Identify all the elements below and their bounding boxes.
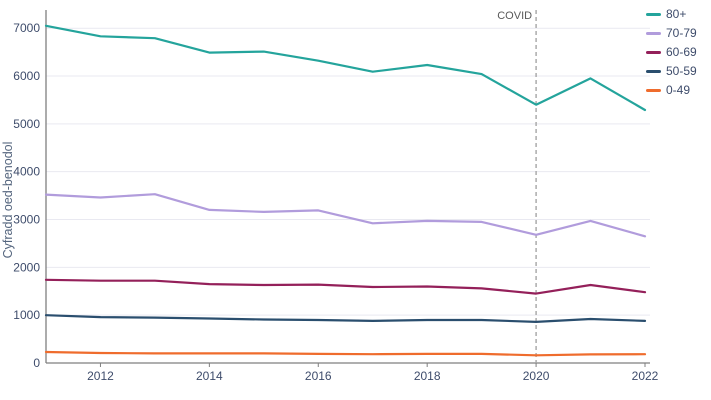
legend-label: 80+: [666, 7, 687, 21]
y-axis-title: Cyfradd oed-benodol: [1, 142, 15, 259]
legend-swatch-icon: [646, 51, 661, 54]
y-tick-label: 4000: [13, 165, 40, 179]
legend-item-0-49[interactable]: 0-49: [646, 83, 697, 98]
legend-swatch-icon: [646, 70, 661, 73]
legend-label: 60-69: [666, 45, 697, 59]
y-tick-label: 7000: [13, 21, 40, 35]
legend-item-80+[interactable]: 80+: [646, 7, 697, 22]
legend-swatch-icon: [646, 89, 661, 92]
legend-label: 70-79: [666, 26, 697, 40]
x-tick-label: 2012: [87, 369, 114, 383]
x-tick-label: 2014: [196, 369, 223, 383]
x-tick-label: 2016: [305, 369, 332, 383]
legend-item-60-69[interactable]: 60-69: [646, 45, 697, 60]
y-tick-label: 3000: [13, 213, 40, 227]
legend-label: 0-49: [666, 83, 691, 97]
series-line-0-49: [44, 350, 647, 357]
legend-item-50-59[interactable]: 50-59: [646, 64, 697, 79]
series-line-60-69: [44, 278, 647, 295]
y-tick-label: 0: [33, 356, 40, 370]
series-line-80+: [44, 24, 647, 112]
legend-label: 50-59: [666, 64, 697, 78]
y-tick-label: 1000: [13, 308, 40, 322]
chart-legend: 80+ 70-79 60-69 50-59 0-49: [646, 7, 697, 98]
x-tick-label: 2022: [632, 369, 659, 383]
legend-swatch-icon: [646, 13, 661, 16]
series-line-50-59: [44, 314, 647, 323]
series-line-70-79: [44, 193, 647, 238]
y-tick-label: 6000: [13, 69, 40, 83]
x-tick-label: 2018: [414, 369, 441, 383]
x-tick-label: 2020: [523, 369, 550, 383]
legend-swatch-icon: [646, 32, 661, 35]
y-tick-label: 2000: [13, 260, 40, 274]
y-tick-label: 5000: [13, 117, 40, 131]
legend-item-70-79[interactable]: 70-79: [646, 26, 697, 41]
covid-annotation-label: COVID: [497, 10, 532, 22]
